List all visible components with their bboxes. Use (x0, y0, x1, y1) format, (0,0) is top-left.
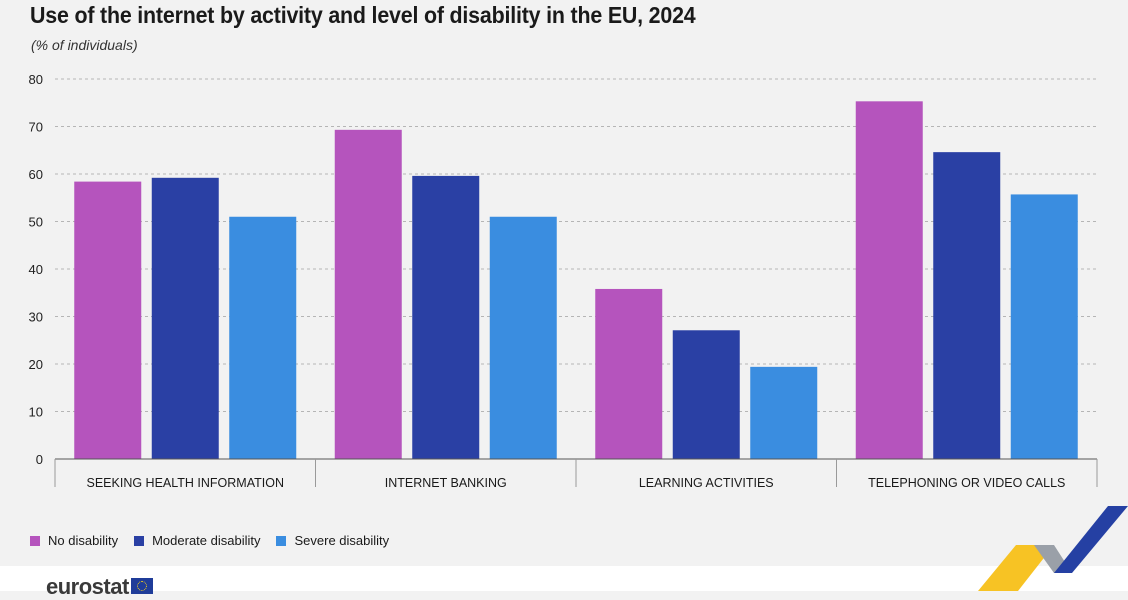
bar-3-moderate-disability (672, 330, 740, 459)
y-tick-label: 10 (29, 405, 43, 420)
bar-4-no-disability (855, 101, 923, 459)
bar-3-severe-disability (750, 366, 818, 459)
corner-decoration-icon (978, 506, 1128, 591)
eurostat-logo-text: eurostat (46, 574, 129, 599)
legend-label: Severe disability (294, 533, 390, 548)
bar-4-severe-disability (1010, 194, 1078, 460)
eu-flag-icon (130, 578, 153, 594)
bar-chart: 0 10 20 30 40 50 60 70 80 SEEKING HEALTH INFORMA… (29, 72, 1098, 490)
footer-band (0, 566, 1128, 591)
category-label: SEEKING HEALTH INFORMATION (87, 476, 284, 490)
y-tick-label: 0 (36, 452, 43, 467)
eurostat-logo: eurostat (46, 574, 153, 600)
category-label: INTERNET BANKING (385, 476, 507, 490)
y-tick-label: 50 (29, 215, 43, 230)
legend-label: No disability (48, 533, 119, 548)
y-tick-label: 40 (29, 262, 43, 277)
legend-item-moderate-disability: Moderate disability (134, 533, 260, 548)
bar-4-moderate-disability (933, 152, 1001, 459)
bar-1-severe-disability (229, 216, 297, 459)
bar-2-no-disability (334, 129, 402, 459)
y-tick-label: 70 (29, 120, 43, 135)
x-axis-categories: SEEKING HEALTH INFORMATION INTERNET BANKI… (87, 476, 1066, 490)
legend-item-severe-disability: Severe disability (276, 533, 389, 548)
legend-swatch (30, 535, 40, 546)
category-label: TELEPHONING OR VIDEO CALLS (868, 476, 1065, 490)
y-axis-ticks: 0 10 20 30 40 50 60 70 80 (29, 72, 43, 467)
legend: No disability Moderate disability Severe… (30, 533, 389, 548)
y-tick-label: 20 (29, 357, 43, 372)
legend-swatch (276, 535, 287, 546)
bar-1-no-disability (74, 181, 142, 459)
bar-2-severe-disability (489, 216, 557, 459)
category-label: LEARNING ACTIVITIES (639, 476, 774, 490)
y-tick-label: 80 (29, 72, 43, 87)
y-tick-label: 60 (29, 167, 43, 182)
bar-2-moderate-disability (412, 175, 480, 459)
chart-title: Use of the internet by activity and leve… (30, 2, 696, 28)
corner-yellow-stroke (978, 545, 1054, 591)
legend-swatch (134, 535, 145, 546)
legend-item-no-disability: No disability (30, 533, 118, 548)
x-axis (54, 458, 1098, 487)
bar-3-no-disability (595, 288, 663, 459)
bar-1-moderate-disability (151, 177, 219, 460)
y-tick-label: 30 (29, 310, 43, 325)
chart-subtitle: (% of individuals) (31, 37, 138, 53)
corner-blue-stroke (1054, 506, 1128, 573)
legend-label: Moderate disability (152, 533, 261, 548)
bars (74, 101, 1078, 460)
